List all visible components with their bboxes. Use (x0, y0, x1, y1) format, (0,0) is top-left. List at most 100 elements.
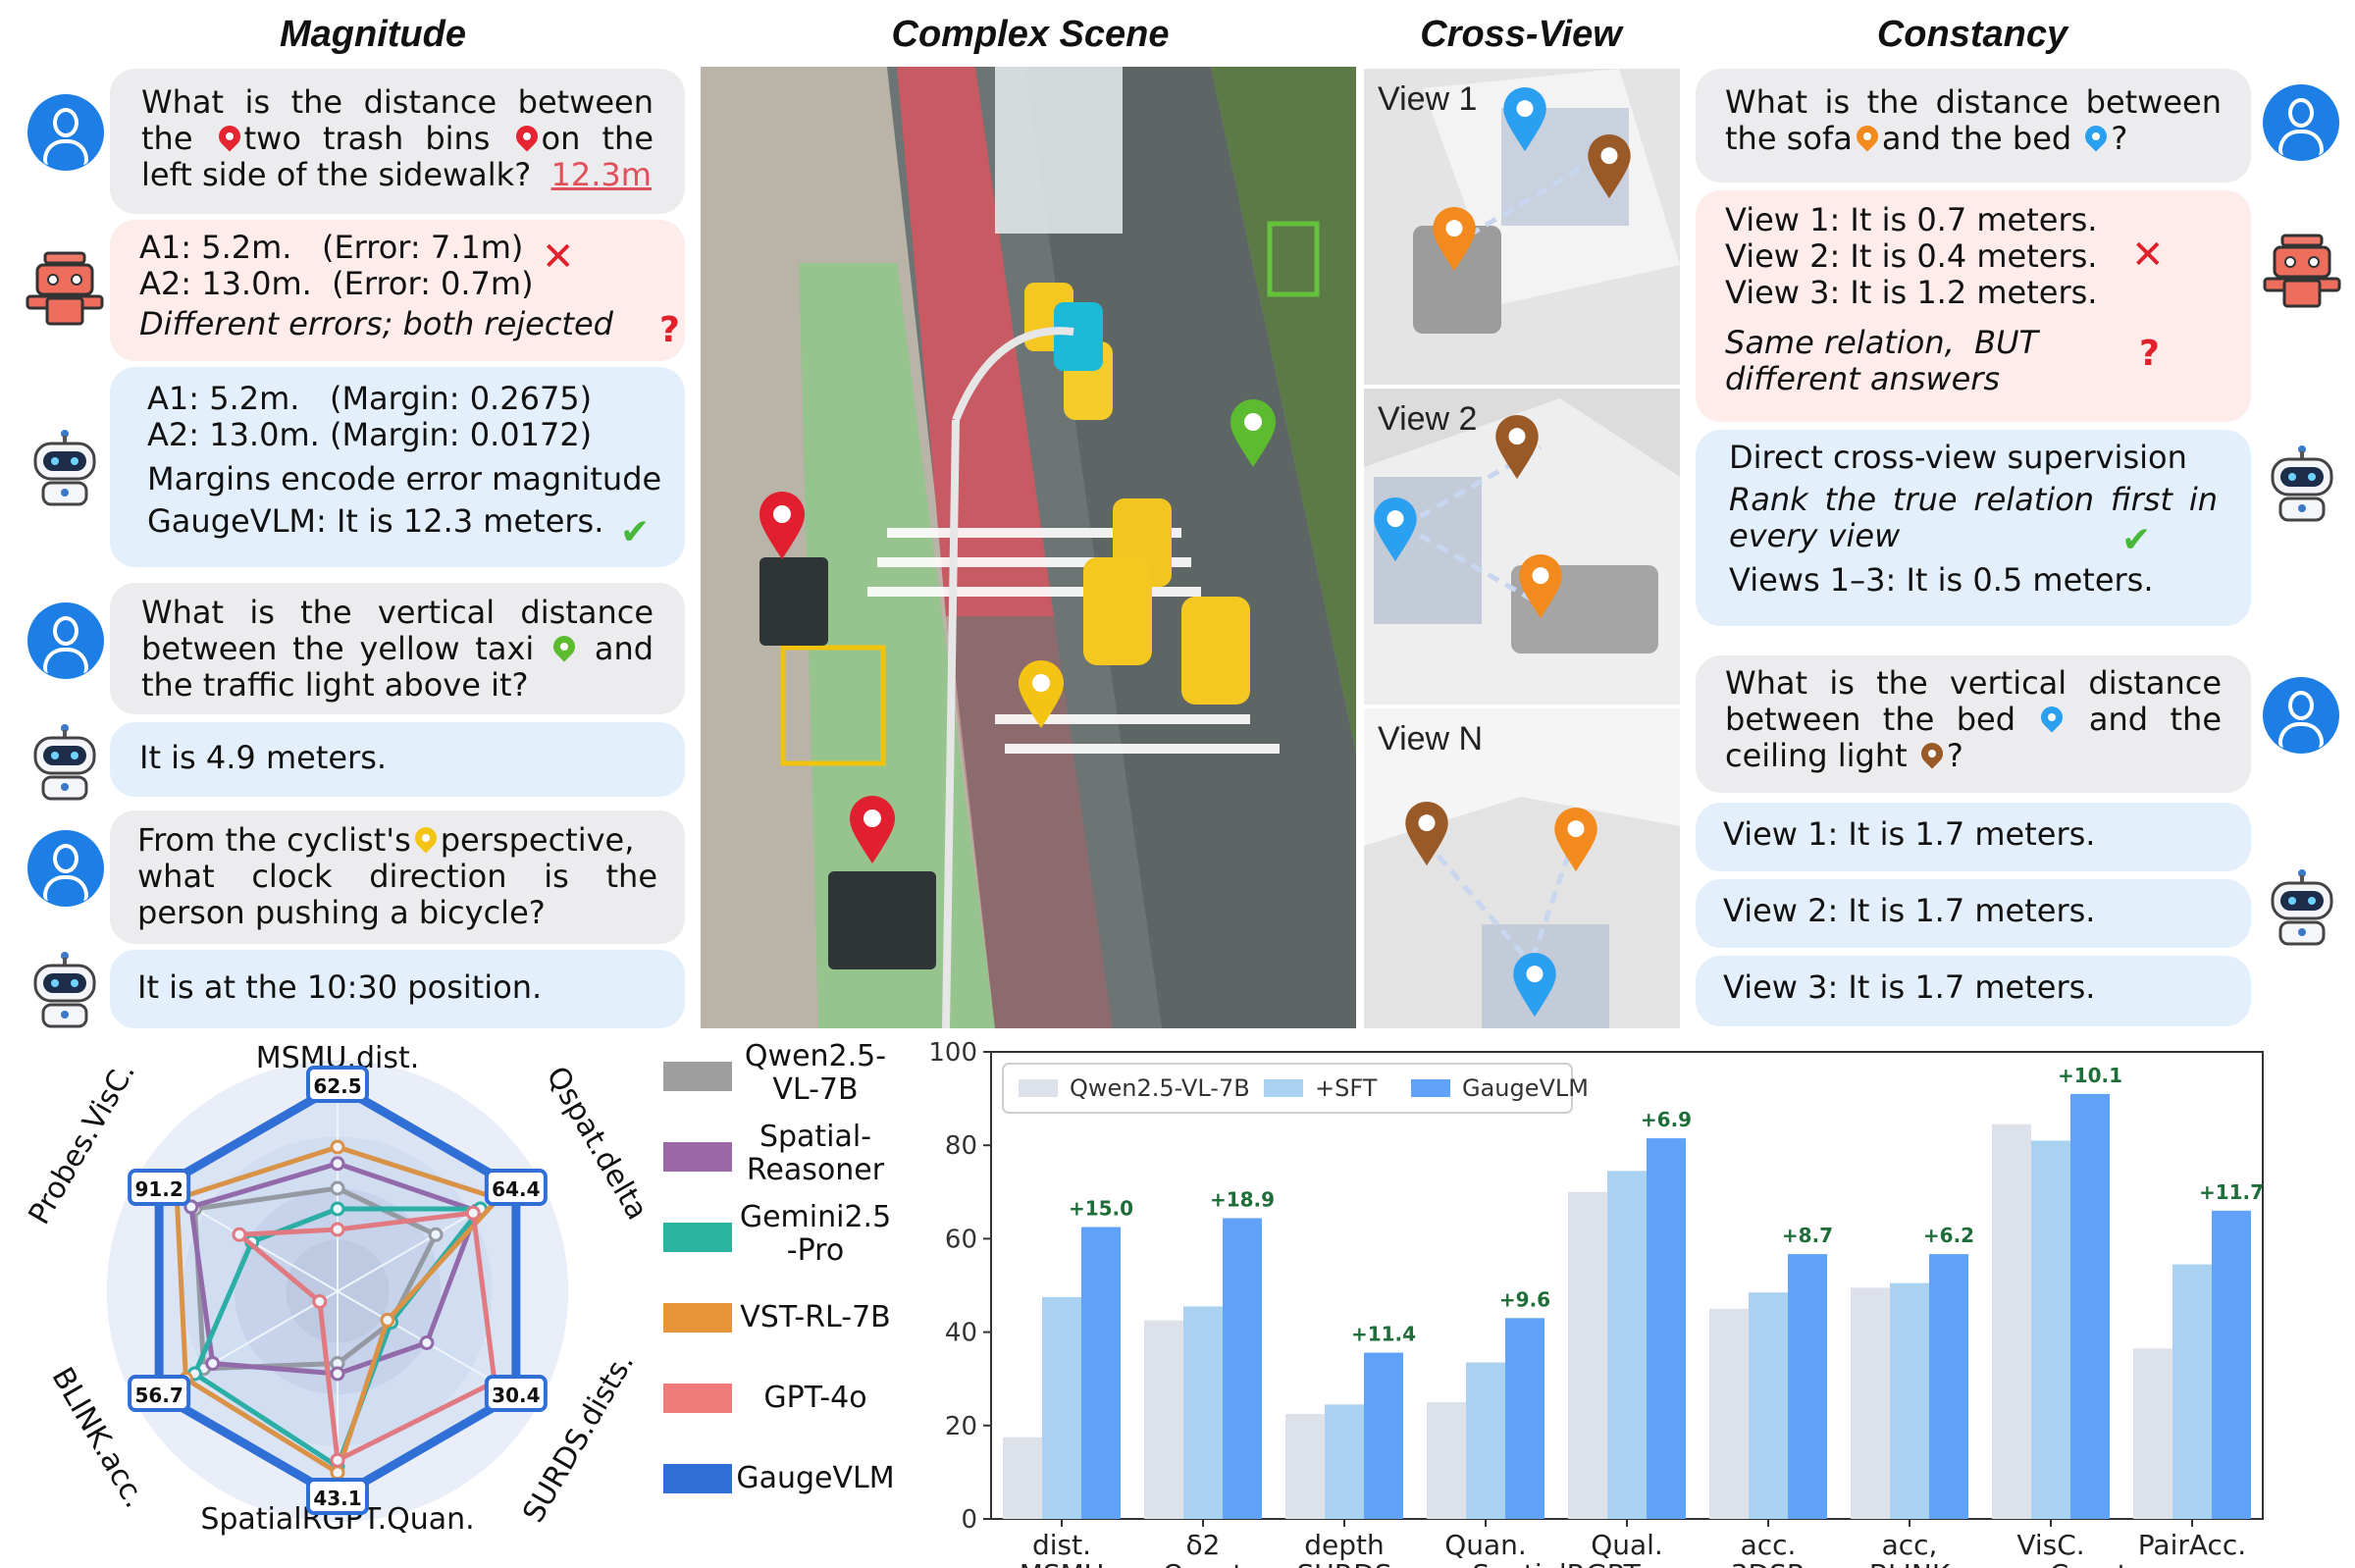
delta-label: +8.7 (1782, 1224, 1833, 1247)
bedroom-render-view-1 (1364, 69, 1680, 385)
bar-+SFT (2172, 1264, 2212, 1519)
y-tick-label: 80 (945, 1131, 977, 1161)
x-tick-label: PairAcc. (2138, 1529, 2246, 1561)
q2-line-3: the traffic light above it? (141, 666, 529, 704)
a2-margin: A2: 13.0m. (Margin: 0.0172) (147, 416, 593, 453)
view1-bad: View 1: It is 0.7 meters. (1725, 201, 2098, 238)
bar-Qwen2.5-VL-7B (1568, 1191, 1607, 1519)
user-avatar-icon (27, 602, 104, 679)
legend-label: Spatial- Reasoner (746, 1120, 885, 1187)
bar-+SFT (1607, 1171, 1647, 1519)
check-mark-icon: ✔ (620, 512, 651, 552)
radar-value-label: 91.2 (134, 1177, 183, 1201)
rank-true-relation: Rank the true relation first in (1729, 481, 2218, 518)
delta-label: +9.6 (1499, 1287, 1550, 1311)
bar-GaugeVLM (1364, 1352, 1403, 1519)
constancy-answer-view-2: View 2: It is 1.7 meters. (1696, 879, 2251, 948)
views-1-3-answer: Views 1–3: It is 0.5 meters. (1729, 561, 2154, 599)
constancy-answer-view-1: View 1: It is 1.7 meters. (1696, 803, 2251, 871)
radar-point (330, 1139, 345, 1155)
section-title-cross-view: Cross-View (1420, 14, 1622, 55)
view3-answer: View 3: It is 1.7 meters. (1723, 968, 2096, 1006)
a2-text: It is 4.9 meters. (139, 739, 388, 776)
view2-bad: View 2: It is 0.4 meters. (1725, 237, 2098, 275)
cq2-line-2: between the bed and the (1725, 701, 2223, 738)
magnitude-question-3: From the cyclist's perspective, what cloc… (110, 810, 685, 944)
red-pin-icon (759, 492, 805, 559)
bar-Qwen2.5-VL-7B (1144, 1320, 1183, 1519)
radar-value-label: 56.7 (134, 1384, 183, 1407)
radar-point (312, 1294, 328, 1309)
constancy-question-1: What is the distance between the sofa and… (1696, 69, 2251, 183)
legend-label: Gemini2.5 -Pro (739, 1200, 892, 1268)
cq2-line-3: ceiling light ? (1725, 737, 1963, 774)
cq1-line-1: What is the distance between (1725, 83, 2222, 121)
delta-label: +6.2 (1923, 1224, 1974, 1247)
radar-point (330, 1452, 345, 1468)
radar-value-box (306, 1066, 369, 1103)
bar-GaugeVLM (1788, 1254, 1827, 1519)
bar-GaugeVLM (1505, 1318, 1544, 1519)
pin-red-icon (214, 121, 245, 152)
margin-note: Margins encode error magnitude (147, 460, 662, 497)
x-tick-label: dist. (1032, 1529, 1091, 1561)
radar-value-box (484, 1169, 548, 1206)
view1-answer: View 1: It is 1.7 meters. (1723, 815, 2096, 853)
section-title-constancy: Constancy (1876, 14, 2068, 55)
bar-+SFT (1325, 1404, 1364, 1519)
radar-point (183, 1199, 199, 1215)
pin-red-icon (510, 121, 543, 152)
radar-chart: MSMU.dist.Qspat.deltaSURDS.dists.Spatial… (22, 1041, 654, 1537)
q1-line-3: left side of the sidewalk? 12.3m (141, 156, 652, 193)
radar-value-label: 43.1 (313, 1487, 361, 1510)
y-tick-label: 20 (945, 1412, 977, 1441)
different-answers-note: different answers (1725, 360, 2001, 397)
radar-point (419, 1335, 435, 1350)
white-robot-icon (33, 430, 96, 506)
x-tick-label: 3DSR (1731, 1558, 1806, 1568)
magnitude-question-2: What is the vertical distance between th… (110, 583, 685, 714)
q1-line-2: the two trash bins on the (141, 120, 654, 157)
x-tick-label: depth (1304, 1529, 1385, 1561)
cq2-line-1: What is the vertical distance (1725, 664, 2222, 702)
x-tick-label: SURDS (1296, 1558, 1391, 1568)
bar-+SFT (1042, 1296, 1081, 1519)
magnitude-rejected-answers: A1: 5.2m. (Error: 7.1m) A2: 13.0m. (Erro… (110, 220, 685, 361)
delta-label: +11.7 (2199, 1180, 2264, 1204)
x-tick-label: BLINK (1869, 1558, 1951, 1568)
view-label-2: View 2 (1378, 400, 1478, 438)
bar-legend-swatch (1411, 1079, 1450, 1097)
red-robot-icon (26, 251, 104, 326)
radar-value-box (128, 1169, 191, 1206)
radar-value-box (306, 1478, 369, 1515)
radar-value-label: 62.5 (313, 1074, 361, 1098)
bar-chart: 0 20 40 60 80 100 +15.0 dist.MSMU +18.9 δ2Qspat +1… (928, 1038, 2264, 1568)
radar-value-box (484, 1375, 548, 1412)
y-tick-label: 40 (945, 1319, 977, 1348)
radar-point (330, 1201, 345, 1217)
blue-pin-icon (1503, 86, 1546, 152)
bar-Qwen2.5-VL-7B (1992, 1124, 2031, 1519)
bar-Qwen2.5-VL-7B (1285, 1413, 1325, 1519)
user-avatar-icon (2263, 84, 2339, 161)
constancy-answer-view-3: View 3: It is 1.7 meters. (1696, 956, 2251, 1026)
check-mark-icon: ✔ (2121, 520, 2152, 560)
q3-line-2: what clock direction is the (137, 858, 657, 895)
radar-point (330, 1156, 345, 1172)
rejected-note: Different errors; both rejected (139, 305, 613, 342)
radar-value-label: 64.4 (492, 1177, 540, 1201)
delta-label: +18.9 (1210, 1187, 1275, 1211)
section-title-magnitude: Magnitude (280, 14, 466, 55)
q2-line-1: What is the vertical distance (141, 594, 654, 631)
legend-swatch (663, 1384, 732, 1413)
bar-+SFT (1466, 1362, 1505, 1519)
radar-value-box (128, 1375, 191, 1412)
bar-Qwen2.5-VL-7B (1851, 1287, 1890, 1519)
bar-legend-label: Qwen2.5-VL-7B (1070, 1074, 1250, 1102)
question-mark-icon: ? (2139, 334, 2160, 374)
x-group-label: SpatialRGPT (1472, 1558, 1641, 1568)
legend-swatch (663, 1223, 732, 1252)
gaugevlm-answer: GaugeVLM: It is 12.3 meters. (147, 502, 604, 540)
delta-label: +6.9 (1641, 1108, 1692, 1131)
q3-line-1: From the cyclist's perspective, (137, 821, 635, 859)
